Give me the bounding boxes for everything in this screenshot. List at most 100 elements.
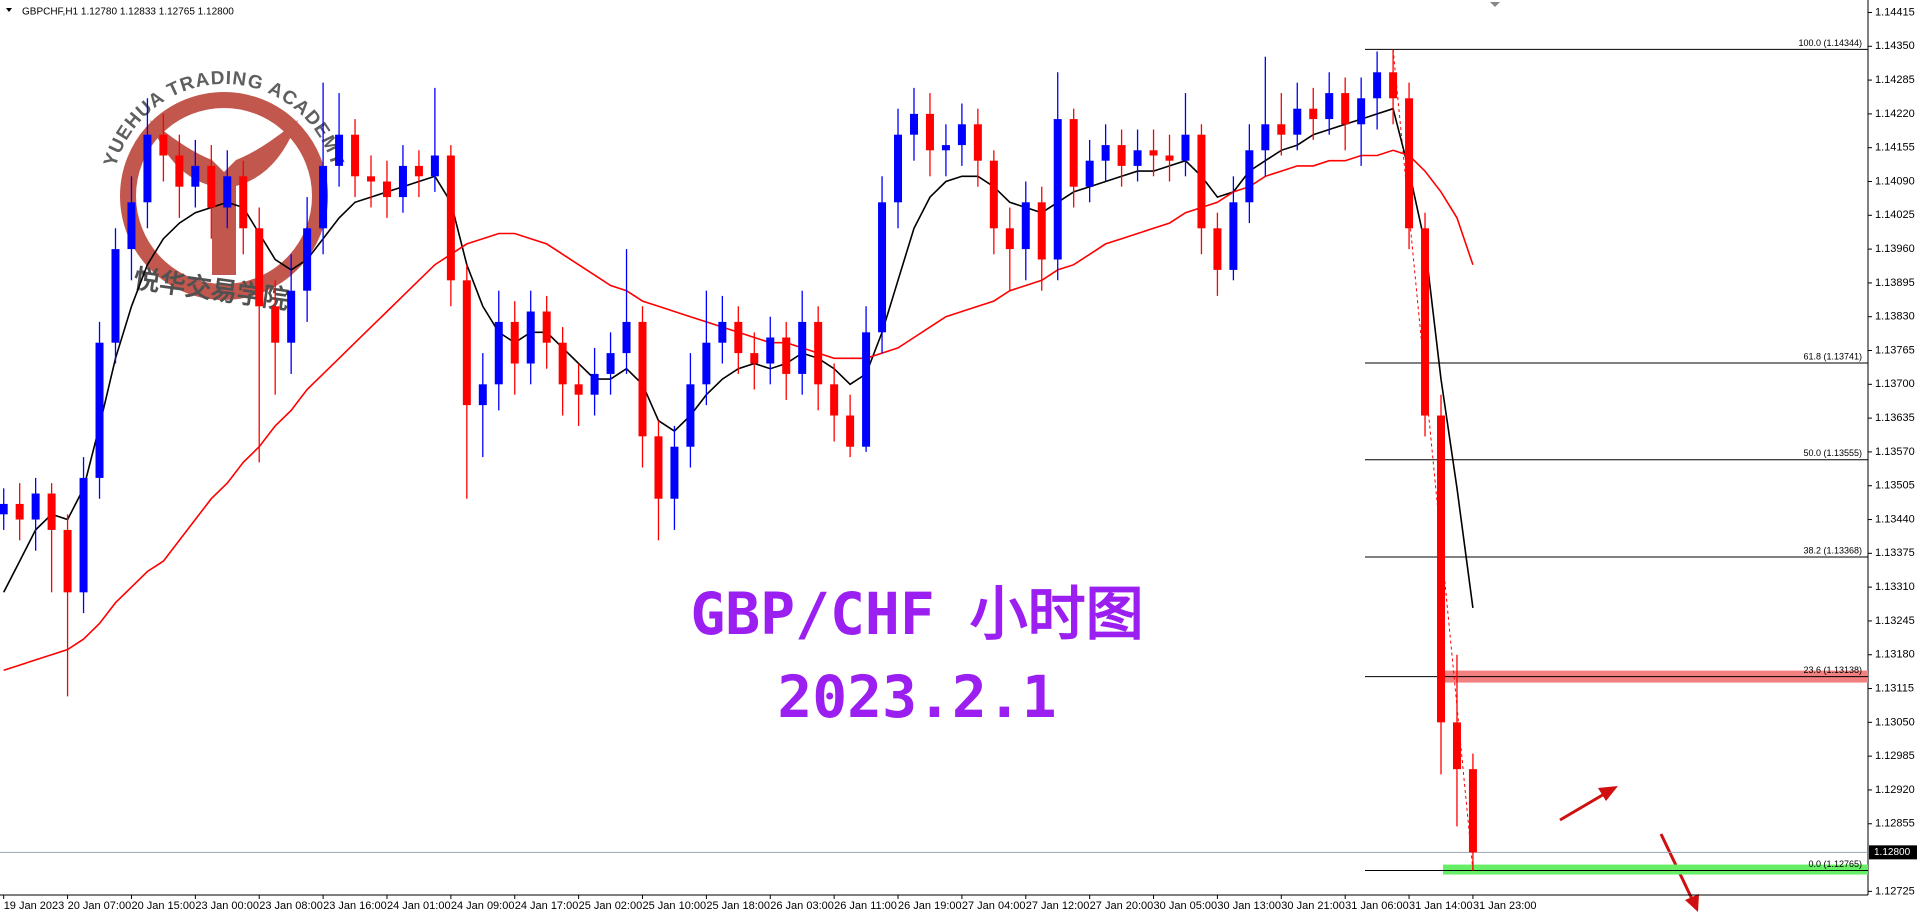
- candle-body: [1309, 108, 1318, 120]
- candle-body: [287, 290, 296, 343]
- candle-body: [47, 493, 56, 530]
- candle-body: [830, 384, 839, 416]
- watermark-date: 2023.2.1: [777, 663, 1056, 731]
- candle-body: [1037, 202, 1046, 260]
- candle-body: [1133, 150, 1142, 166]
- candle-body: [1341, 93, 1350, 125]
- y-tick-label: 1.13960: [1875, 243, 1915, 255]
- x-tick-label: 27 Jan 04:00: [962, 900, 1026, 912]
- candle-body: [718, 321, 727, 343]
- candle-body: [798, 321, 807, 374]
- candle-body: [1021, 202, 1030, 250]
- candle-body: [223, 176, 232, 208]
- candle-body: [494, 321, 503, 385]
- candle-body: [1005, 228, 1014, 250]
- x-tick-label: 27 Jan 20:00: [1090, 900, 1154, 912]
- candle-body: [686, 384, 695, 447]
- x-tick-label: 25 Jan 10:00: [643, 900, 707, 912]
- candle-body: [766, 337, 775, 364]
- x-tick-label: 31 Jan 14:00: [1409, 900, 1473, 912]
- candle-body: [1277, 124, 1286, 135]
- y-tick-label: 1.14090: [1875, 175, 1915, 187]
- candle-body: [957, 124, 966, 146]
- candle-body: [1101, 145, 1110, 161]
- candle-body: [207, 165, 216, 208]
- candle-body: [239, 176, 248, 229]
- candle-body: [894, 134, 903, 203]
- x-tick-label: 26 Jan 11:00: [834, 900, 897, 912]
- candle-body: [1261, 124, 1270, 151]
- x-tick-label: 23 Jan 08:00: [259, 900, 323, 912]
- current-price-tag: [1869, 845, 1917, 860]
- candle-body: [1421, 228, 1430, 416]
- fib-label: 38.2 (1.13368): [1803, 545, 1862, 555]
- y-tick-label: 1.13895: [1875, 277, 1915, 289]
- y-tick-label: 1.13635: [1875, 412, 1915, 424]
- candle-body: [909, 113, 918, 135]
- candle-body: [351, 134, 360, 177]
- fib-label: 100.0 (1.14344): [1798, 38, 1862, 48]
- current-price-label: 1.12800: [1874, 847, 1911, 858]
- y-tick-label: 1.12985: [1875, 750, 1915, 762]
- candle-body: [462, 280, 471, 406]
- x-tick-label: 20 Jan 15:00: [131, 900, 195, 912]
- candle-body: [1437, 415, 1445, 723]
- x-tick-label: 26 Jan 03:00: [770, 900, 834, 912]
- y-tick-label: 1.14155: [1875, 142, 1915, 154]
- candle-body: [159, 134, 168, 156]
- x-tick-label: 30 Jan 13:00: [1217, 900, 1281, 912]
- candle-body: [558, 342, 567, 385]
- x-tick-label: 31 Jan 06:00: [1345, 900, 1409, 912]
- candle-body: [1389, 72, 1398, 99]
- candle-body: [925, 113, 934, 151]
- candle-body: [590, 373, 599, 395]
- x-tick-label: 25 Jan 02:00: [579, 900, 643, 912]
- y-tick-label: 1.12855: [1875, 818, 1915, 830]
- candle-body: [814, 321, 823, 385]
- x-tick-label: 24 Jan 09:00: [451, 900, 515, 912]
- candle-body: [1053, 119, 1062, 260]
- candle-body: [175, 155, 184, 187]
- y-tick-label: 1.14285: [1875, 74, 1915, 86]
- candle-body: [367, 176, 376, 182]
- candle-body: [622, 321, 631, 354]
- y-tick-label: 1.13245: [1875, 615, 1915, 627]
- candle-body: [846, 415, 855, 447]
- candle-body: [191, 165, 200, 187]
- y-tick-label: 1.14220: [1875, 108, 1915, 120]
- candle-body: [1245, 150, 1254, 203]
- candle-body: [95, 342, 104, 478]
- candle-body: [31, 493, 40, 520]
- y-tick-label: 1.13830: [1875, 311, 1915, 323]
- candle-body: [1117, 145, 1126, 166]
- arrow-down-head: [1685, 894, 1699, 912]
- y-tick-label: 1.12725: [1875, 885, 1915, 897]
- candle-body: [398, 165, 407, 198]
- watermark-title: GBP/CHF 小时图: [690, 580, 1143, 648]
- candle-body: [1165, 155, 1174, 161]
- x-tick-label: 20 Jan 07:00: [68, 900, 132, 912]
- candle-body: [63, 529, 72, 593]
- candle-body: [0, 503, 8, 515]
- candle-body: [143, 134, 152, 203]
- x-tick-label: 23 Jan 00:00: [195, 900, 259, 912]
- y-tick-label: 1.13180: [1875, 649, 1915, 661]
- candle-body: [382, 181, 391, 198]
- candle-body: [750, 353, 759, 364]
- x-tick-label: 24 Jan 17:00: [515, 900, 579, 912]
- candle-body: [1197, 134, 1206, 229]
- candle-body: [973, 124, 982, 161]
- candle-body: [542, 311, 551, 343]
- y-tick-label: 1.13310: [1875, 581, 1915, 593]
- candle-body: [878, 202, 887, 333]
- y-tick-label: 1.12920: [1875, 784, 1915, 796]
- candle-body: [255, 228, 264, 307]
- arrow-up: [1559, 791, 1607, 822]
- candle-body: [478, 384, 487, 406]
- candle-body: [1069, 119, 1078, 187]
- x-tick-label: 31 Jan 23:00: [1473, 900, 1537, 912]
- candle-body: [638, 321, 647, 437]
- fib-zone-green: [1443, 864, 1868, 875]
- y-tick-label: 1.13050: [1875, 716, 1915, 728]
